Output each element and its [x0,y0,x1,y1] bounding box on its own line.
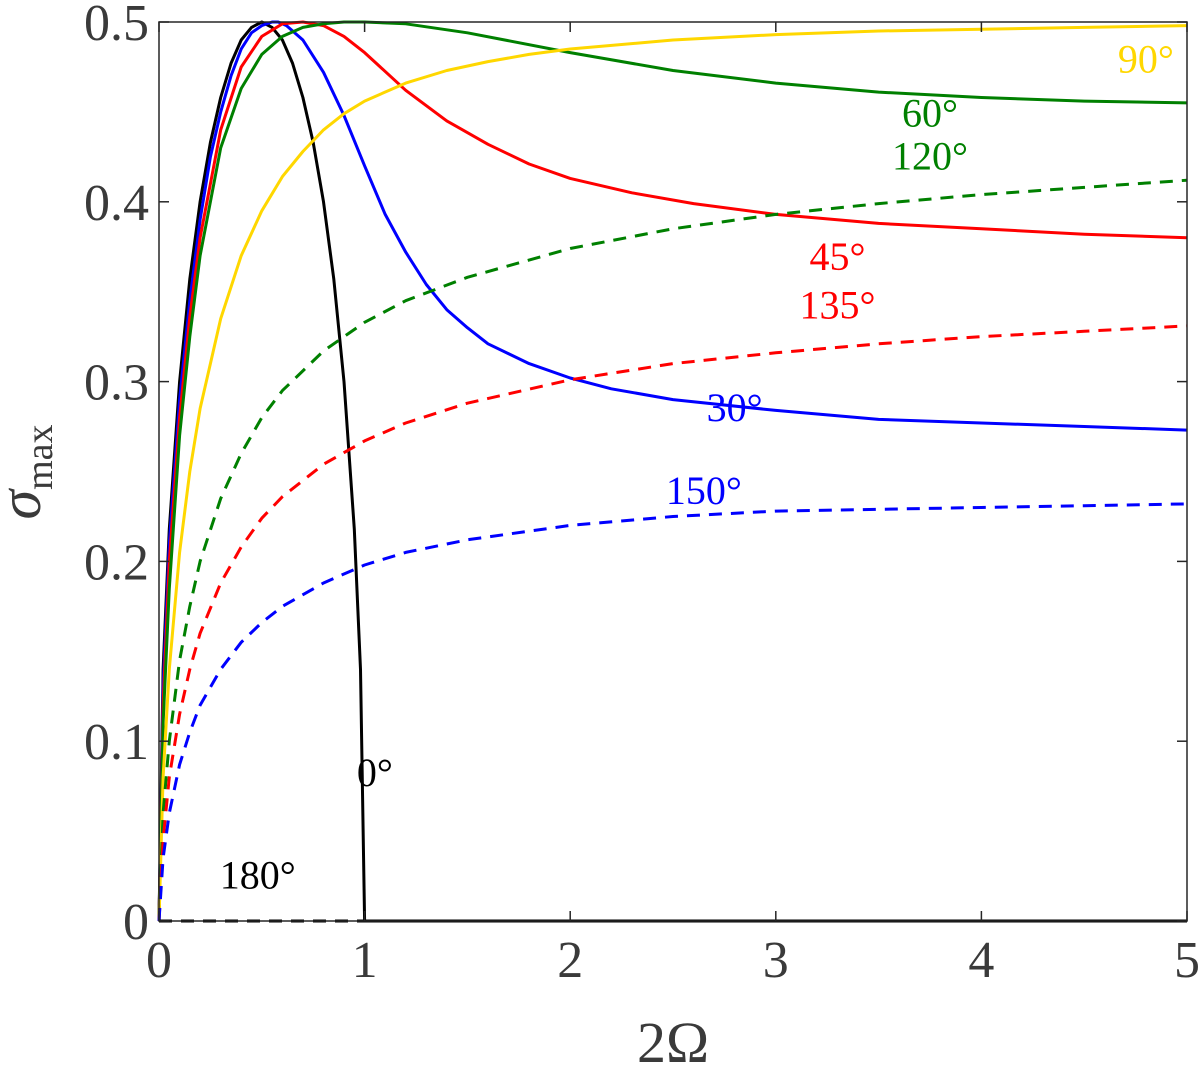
series-layer [157,20,1188,923]
series-line-135deg [157,324,1188,922]
y-tick-label: 0.2 [84,534,149,591]
x-tick-label: 0 [146,932,172,989]
y-axis-label-symbol: σ [0,488,53,520]
y-tick-label: 0 [123,894,149,951]
curve-label-135deg: 135° [799,283,875,328]
series-line-30deg [157,20,1188,922]
y-tick-label: 0.1 [84,714,149,771]
curve-label-180deg: 180° [220,853,296,898]
series-line-90deg [157,24,1188,922]
series-line-60deg [157,20,1188,922]
x-tick-label: 1 [352,932,378,989]
x-tick-label: 4 [968,932,994,989]
y-tick-label: 0.3 [84,355,149,412]
curve-label-30deg: 30° [707,385,763,430]
x-axis-label: 2Ω [637,1010,709,1073]
series-line-45deg [157,20,1188,922]
x-tick-label: 3 [763,932,789,989]
curve-label-90deg: 90° [1118,36,1174,81]
series-line-150deg [157,502,1188,922]
curve-label-150deg: 150° [666,468,742,513]
tick-layer: 0 1 2 3 4 5 0 0.1 0.2 0.3 0.4 0.5 [84,0,1200,989]
x-tick-label: 5 [1174,932,1200,989]
curve-label-60deg: 60° [902,90,958,135]
x-tick-label: 2 [557,932,583,989]
curve-label-120deg: 120° [892,133,968,178]
curve-label-0deg: 0° [357,750,393,795]
y-axis-label-subscript: max [19,424,61,489]
y-tick-label: 0.4 [84,175,149,232]
plot-frame [158,21,1188,922]
y-tick-label: 0.5 [84,0,149,52]
y-axis-label: σmax [0,424,61,519]
curve-label-45deg: 45° [809,234,865,279]
curve-label-layer: 0° 30° 45° 60° 90° 120° 135° 150° 180° [220,36,1174,897]
